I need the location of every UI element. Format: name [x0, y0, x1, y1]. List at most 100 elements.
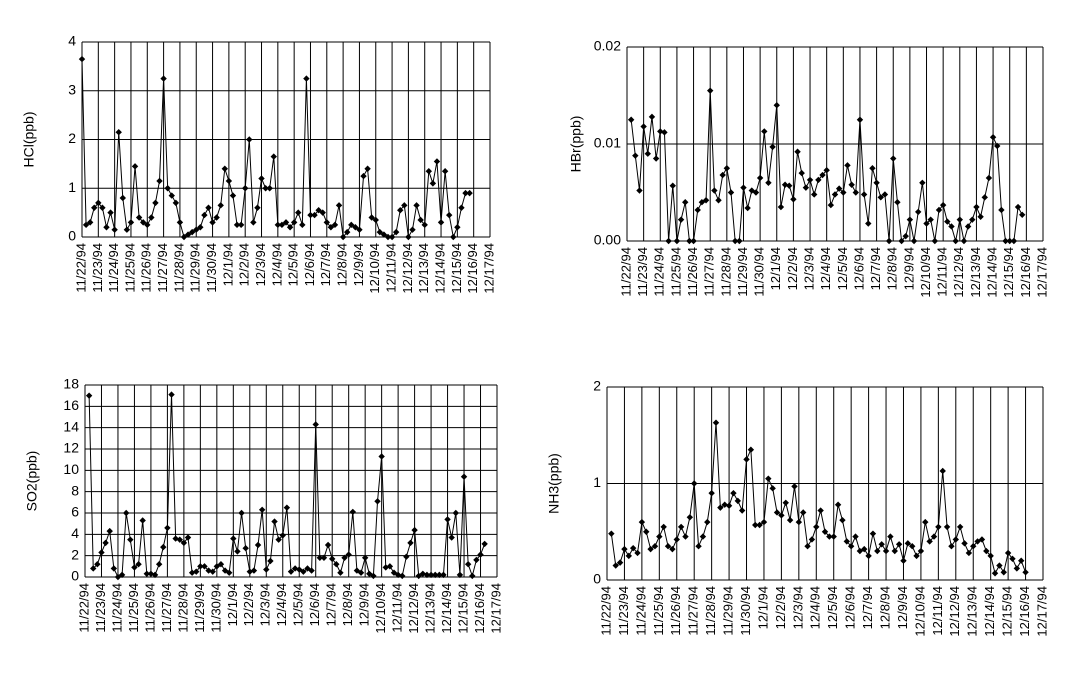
data-point [686, 237, 693, 245]
data-point [656, 533, 663, 540]
data-point [168, 192, 175, 199]
x-tick-label: 12/12/94 [400, 243, 415, 294]
x-tick-label: 12/7/94 [324, 583, 339, 626]
data-point [356, 226, 363, 233]
data-point [242, 185, 249, 192]
data-point [425, 167, 432, 175]
data-point [151, 571, 159, 579]
data-point [826, 533, 833, 540]
data-point [254, 541, 262, 549]
data-point [747, 446, 755, 453]
data-point [444, 516, 451, 523]
data-point [661, 129, 668, 136]
x-tick-label: 12/10/94 [373, 583, 388, 634]
data-point [225, 177, 233, 185]
data-point [835, 185, 843, 192]
data-point [860, 191, 868, 198]
x-tick-label: 11/27/94 [702, 247, 717, 297]
data-point [473, 556, 480, 564]
data-point [370, 572, 377, 580]
data-point [913, 552, 920, 560]
data-point [279, 532, 286, 539]
data-point [213, 214, 220, 221]
data-point [691, 480, 698, 487]
data-point [392, 228, 400, 236]
data-point [930, 533, 938, 540]
data-point [1013, 565, 1021, 572]
data-point [417, 216, 424, 224]
data-point [669, 182, 676, 189]
data-point [160, 543, 167, 551]
y-tick-label: 0 [593, 571, 601, 587]
data-point [155, 561, 163, 568]
x-tick-label: 12/17/94 [1034, 247, 1049, 298]
data-point [852, 189, 859, 196]
y-tick-label: 18 [63, 376, 79, 392]
data-point [887, 533, 894, 540]
data-point [827, 201, 835, 209]
data-point [413, 202, 420, 209]
data-point [998, 206, 1005, 214]
x-tick-label: 11/30/94 [204, 243, 219, 293]
data-point [331, 221, 339, 229]
x-tick-label: 12/6/94 [843, 586, 858, 629]
data-point [904, 540, 912, 547]
data-point [987, 552, 994, 560]
data-point [441, 167, 449, 175]
x-tick-label: 11/28/94 [718, 247, 733, 297]
x-tick-label: 12/15/94 [449, 243, 464, 294]
data-point [731, 237, 739, 245]
data-point [707, 87, 714, 94]
y-tick-label: 16 [63, 397, 79, 413]
x-tick-label: 12/1/94 [755, 586, 770, 629]
x-tick-label: 12/16/94 [472, 583, 487, 634]
data-point [813, 523, 820, 531]
data-point [246, 136, 253, 143]
data-point [991, 570, 999, 577]
data-point [237, 221, 245, 229]
x-tick-label: 12/12/94 [951, 247, 966, 298]
data-point [865, 220, 872, 227]
data-point [802, 184, 810, 191]
y-tick-label: 2 [68, 130, 76, 146]
data-point [180, 539, 188, 547]
data-point [721, 501, 728, 508]
x-tick-label: 12/11/94 [390, 583, 405, 633]
x-tick-label: 12/10/94 [918, 247, 933, 298]
data-point [636, 187, 643, 194]
data-point [800, 509, 807, 516]
data-point [286, 224, 294, 231]
data-point [848, 181, 855, 188]
data-point [895, 541, 903, 548]
data-point [874, 547, 881, 555]
data-point [344, 228, 351, 236]
data-point [815, 176, 822, 184]
x-tick-label: 11/24/94 [652, 247, 667, 297]
x-tick-label: 11/27/94 [686, 586, 701, 636]
data-point [258, 175, 265, 182]
data-point [977, 213, 984, 220]
data-point [869, 165, 876, 172]
data-point [275, 536, 282, 543]
data-point [135, 561, 142, 568]
data-point [197, 224, 204, 231]
data-point [184, 231, 192, 238]
x-tick-label: 12/4/94 [269, 243, 284, 286]
x-tick-label: 12/1/94 [768, 247, 783, 290]
data-point [1000, 569, 1007, 576]
data-point [300, 568, 307, 575]
data-point [677, 216, 685, 223]
data-point [791, 483, 798, 490]
y-axis-title: NH3(ppb) [546, 453, 562, 514]
data-point [621, 545, 628, 553]
data-point [734, 497, 741, 505]
data-point [352, 224, 359, 231]
data-point [193, 226, 200, 233]
data-point [843, 538, 850, 545]
data-point [103, 224, 110, 231]
data-point [319, 209, 326, 216]
data-point [648, 113, 656, 121]
data-point [694, 206, 701, 214]
data-point [403, 553, 410, 560]
data-point [652, 155, 660, 162]
